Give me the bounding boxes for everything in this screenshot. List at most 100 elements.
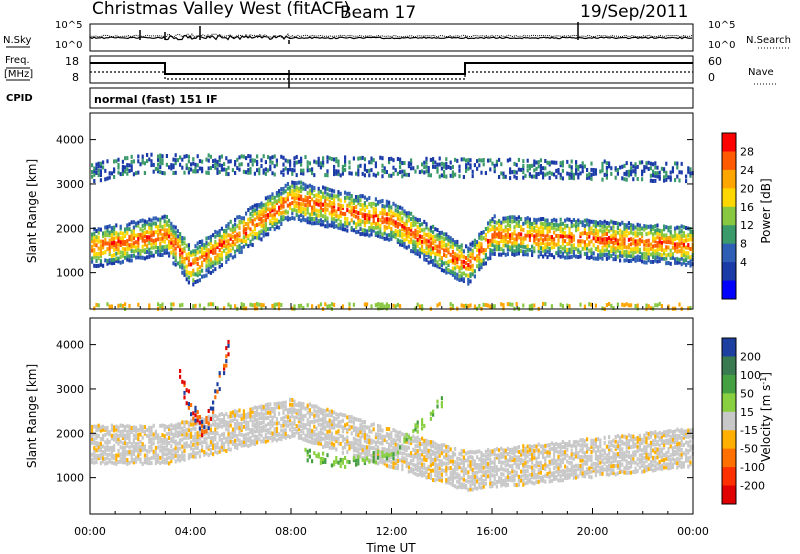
heatmap-cell [315, 441, 318, 445]
heatmap-cell [170, 427, 173, 432]
heatmap-cell [495, 243, 498, 248]
heatmap-cell [566, 223, 569, 228]
heatmap-cell [286, 203, 289, 208]
heatmap-cell [506, 235, 509, 239]
heatmap-cell [482, 460, 485, 465]
heatmap-cell [372, 158, 375, 163]
heatmap-cell [383, 231, 386, 236]
heatmap-cell [445, 254, 448, 258]
heatmap-cell [436, 447, 439, 452]
heatmap-cell [209, 257, 212, 262]
heatmap-cell [509, 233, 512, 238]
heatmap-cell [366, 452, 369, 457]
heatmap-cell [495, 232, 498, 237]
heatmap-cell [372, 427, 375, 432]
heatmap-cell [374, 458, 377, 463]
heatmap-cell [322, 191, 325, 196]
heatmap-cell [154, 166, 157, 171]
heatmap-cell [592, 232, 595, 236]
heatmap-cell [359, 198, 362, 203]
heatmap-cell [407, 239, 410, 244]
heatmap-cell [337, 441, 340, 446]
heatmap-cell [645, 243, 648, 248]
heatmap-cell [632, 247, 635, 252]
heatmap-cell [443, 248, 446, 253]
heatmap-cell [209, 264, 212, 269]
heatmap-cell [91, 239, 94, 244]
heatmap-cell [377, 221, 380, 226]
heatmap-cell [669, 225, 672, 230]
heatmap-cell [665, 240, 668, 244]
heatmap-cell [141, 154, 144, 159]
heatmap-cell [302, 198, 305, 203]
heatmap-cell [262, 407, 265, 412]
heatmap-cell [159, 253, 162, 257]
heatmap-cell [660, 256, 663, 261]
heatmap-cell [597, 239, 600, 244]
heatmap-cell [115, 241, 118, 246]
heatmap-cell [313, 211, 316, 216]
heatmap-cell [227, 172, 230, 177]
heatmap-cell [124, 425, 127, 429]
heatmap-cell [550, 160, 553, 165]
heatmap-cell [284, 414, 287, 419]
heatmap-cell [588, 172, 591, 177]
heatmap-cell [346, 224, 349, 228]
heatmap-cell [249, 158, 252, 163]
heatmap-cell [187, 421, 190, 425]
heatmap-cell [476, 486, 479, 491]
heatmap-cell [106, 302, 109, 307]
heatmap-cell [434, 450, 437, 455]
heatmap-cell [302, 422, 305, 427]
heatmap-cell [504, 479, 507, 484]
heatmap-cell [113, 231, 116, 236]
heatmap-cell [531, 448, 534, 453]
heatmap-cell [559, 245, 562, 250]
heatmap-cell [315, 160, 318, 165]
heatmap-cell [482, 261, 485, 266]
heatmap-cell [161, 445, 164, 450]
heatmap-cell [157, 459, 160, 464]
heatmap-cell [227, 254, 230, 258]
heatmap-cell [427, 475, 430, 480]
heatmap-cell [440, 230, 443, 235]
heatmap-cell [363, 173, 366, 178]
heatmap-cell [350, 200, 353, 205]
heatmap-cell [687, 255, 690, 260]
heatmap-cell [377, 306, 380, 311]
heatmap-cell [379, 424, 382, 429]
heatmap-cell [264, 407, 267, 412]
heatmap-cell [192, 282, 195, 287]
heatmap-cell [97, 303, 100, 308]
heatmap-cell [456, 253, 459, 258]
heatmap-cell [643, 260, 646, 265]
heatmap-cell [275, 421, 278, 426]
heatmap-cell [251, 229, 254, 234]
heatmap-cell [106, 225, 109, 230]
heatmap-cell [674, 242, 677, 247]
heatmap-cell [289, 216, 292, 221]
heatmap-cell [231, 242, 234, 247]
heatmap-cell [425, 467, 428, 471]
heatmap-cell [269, 426, 272, 431]
heatmap-cell [572, 176, 575, 181]
heatmap-cell [322, 422, 325, 427]
heatmap-cell [638, 227, 641, 231]
heatmap-cell [143, 457, 146, 462]
heatmap-cell [297, 424, 300, 429]
heatmap-cell [363, 447, 366, 452]
heatmap-cell [405, 227, 408, 231]
heatmap-cell [297, 403, 300, 408]
heatmap-cell [183, 435, 186, 440]
heatmap-cell [652, 238, 655, 243]
heatmap-cell [533, 475, 536, 480]
heatmap-cell [282, 428, 285, 433]
heatmap-cell [506, 158, 509, 163]
heatmap-cell [291, 171, 294, 176]
heatmap-cell [322, 194, 325, 199]
heatmap-cell [187, 256, 190, 261]
heatmap-cell [482, 302, 485, 307]
heatmap-cell [258, 424, 261, 429]
heatmap-cell [159, 444, 162, 449]
heatmap-cell [291, 216, 294, 220]
